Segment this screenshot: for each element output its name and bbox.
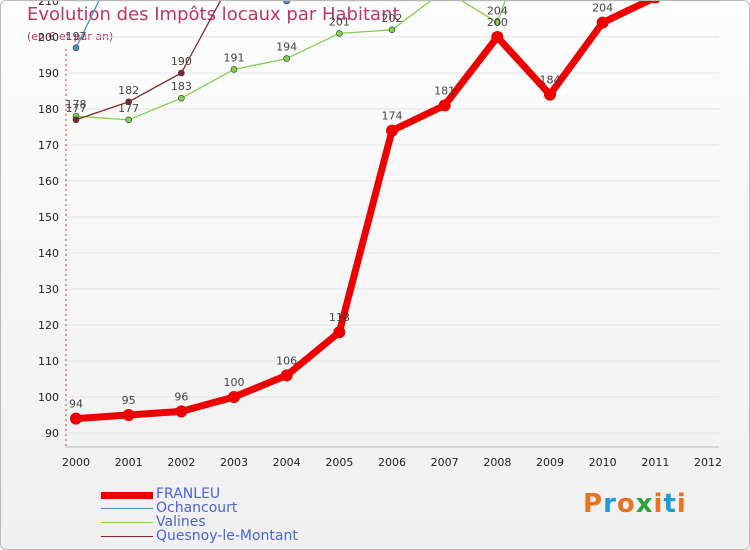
data-label: 174 bbox=[382, 110, 403, 123]
data-point bbox=[336, 30, 343, 37]
data-label: 182 bbox=[118, 84, 139, 97]
y-tick-label: 200 bbox=[38, 31, 59, 44]
data-point bbox=[70, 412, 82, 425]
data-label: 95 bbox=[122, 394, 136, 407]
x-tick-label: 2011 bbox=[641, 456, 669, 469]
legend-item: Quesnoy-le-Montant bbox=[101, 528, 361, 545]
y-tick-label: 90 bbox=[45, 427, 59, 440]
y-tick-label: 130 bbox=[38, 283, 59, 296]
data-label: 202 bbox=[382, 12, 403, 25]
data-label: 100 bbox=[224, 376, 245, 389]
legend-label: Quesnoy-le-Montant bbox=[156, 528, 298, 544]
data-point bbox=[72, 116, 80, 124]
x-tick-label: 2012 bbox=[694, 456, 722, 469]
y-tick-label: 180 bbox=[38, 103, 59, 116]
x-tick-label: 2010 bbox=[589, 456, 617, 469]
data-label: 197 bbox=[66, 30, 87, 43]
x-tick-label: 2001 bbox=[115, 456, 143, 469]
y-tick-label: 210 bbox=[38, 1, 59, 8]
x-tick-label: 2008 bbox=[483, 456, 511, 469]
x-tick-label: 2007 bbox=[431, 456, 459, 469]
axes bbox=[65, 49, 719, 448]
data-label: 94 bbox=[69, 398, 83, 411]
data-labels: 1781771831911942012022132042452562642751… bbox=[66, 2, 614, 411]
data-point bbox=[125, 116, 132, 124]
legend-swatch bbox=[101, 536, 153, 538]
data-label: 191 bbox=[224, 51, 245, 64]
data-point bbox=[544, 88, 556, 101]
proxiti-logo: Proxiti bbox=[583, 489, 687, 519]
data-point bbox=[72, 44, 80, 52]
series-group bbox=[70, 1, 661, 425]
data-label: 194 bbox=[276, 41, 297, 54]
x-tick-label: 2009 bbox=[536, 456, 564, 469]
data-point bbox=[388, 26, 396, 34]
data-point bbox=[178, 69, 185, 77]
data-point bbox=[122, 409, 135, 421]
y-tick-label: 150 bbox=[38, 211, 59, 224]
data-point bbox=[386, 124, 398, 137]
y-tick-label: 120 bbox=[38, 319, 59, 332]
data-point bbox=[333, 326, 346, 339]
x-tick-label: 2004 bbox=[273, 456, 301, 469]
y-tick-label: 140 bbox=[38, 247, 59, 260]
data-point bbox=[283, 1, 290, 5]
x-tick-label: 2002 bbox=[167, 456, 195, 469]
y-axis-ticks: 9010011012013014015016017018019020021022… bbox=[38, 1, 59, 440]
data-point bbox=[650, 1, 661, 4]
data-label: 106 bbox=[276, 354, 297, 367]
y-tick-label: 190 bbox=[38, 67, 59, 80]
data-point bbox=[283, 55, 290, 62]
legend-swatch bbox=[101, 508, 153, 510]
data-label: 177 bbox=[118, 102, 139, 115]
data-label: 184 bbox=[540, 74, 561, 87]
data-point bbox=[125, 98, 132, 106]
y-tick-label: 170 bbox=[38, 139, 59, 152]
x-tick-label: 2003 bbox=[220, 456, 248, 469]
data-point bbox=[280, 369, 293, 382]
data-label: 201 bbox=[329, 15, 350, 28]
legend-item: Ochancourt bbox=[101, 500, 361, 517]
data-point bbox=[228, 391, 240, 403]
data-label: 96 bbox=[174, 390, 188, 403]
data-label: 178 bbox=[66, 98, 87, 111]
legend-swatch bbox=[101, 522, 153, 524]
x-tick-label: 2006 bbox=[378, 456, 406, 469]
data-label: 183 bbox=[171, 80, 192, 93]
x-tick-label: 2000 bbox=[62, 456, 90, 469]
y-tick-label: 160 bbox=[38, 175, 59, 188]
y-tick-label: 110 bbox=[38, 355, 59, 368]
data-label: 190 bbox=[171, 55, 192, 68]
data-point bbox=[178, 94, 185, 102]
data-label: 177 bbox=[66, 102, 87, 115]
data-label: 204 bbox=[592, 2, 613, 15]
data-label: 204 bbox=[487, 5, 508, 18]
y-tick-label: 100 bbox=[38, 391, 59, 404]
data-point bbox=[175, 405, 188, 418]
legend-label: Valines bbox=[156, 514, 206, 530]
x-axis-ticks: 2000 2001 2002 2003 2004 2005 2006 2007 2008 2009… bbox=[62, 456, 722, 469]
grid-lines bbox=[66, 1, 719, 434]
data-label: 181 bbox=[434, 84, 455, 97]
x-tick-label: 2005 bbox=[325, 456, 353, 469]
data-label: 118 bbox=[329, 311, 350, 324]
legend-item: Valines bbox=[101, 514, 361, 531]
data-point bbox=[491, 31, 504, 43]
data-point bbox=[230, 66, 238, 73]
legend-swatch bbox=[101, 491, 153, 499]
data-point bbox=[596, 16, 609, 29]
legend-label: Ochancourt bbox=[156, 500, 238, 516]
data-point bbox=[438, 99, 451, 112]
legend-item: FRANLEU bbox=[101, 486, 361, 503]
data-label: 200 bbox=[487, 16, 508, 29]
legend-label: FRANLEU bbox=[156, 486, 221, 502]
data-point bbox=[494, 19, 501, 26]
